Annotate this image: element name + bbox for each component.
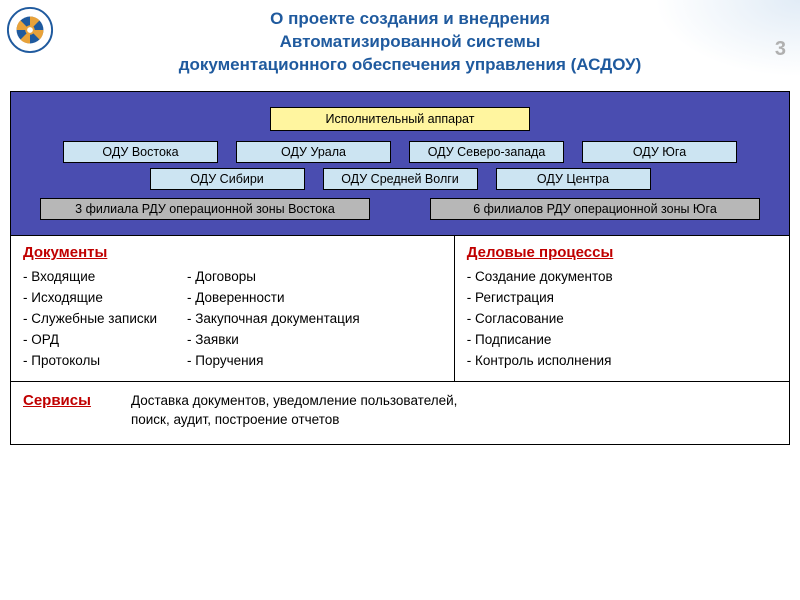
services-line: поиск, аудит, построение отчетов bbox=[131, 411, 458, 430]
documents-title: Документы bbox=[23, 244, 442, 261]
odu-box: ОДУ Средней Волги bbox=[323, 168, 478, 190]
odu-box: ОДУ Юга bbox=[582, 141, 737, 163]
header: О проекте создания и внедрения Автоматиз… bbox=[0, 0, 800, 91]
list-item: - Подписание bbox=[467, 330, 777, 351]
list-item: - Входящие bbox=[23, 267, 173, 288]
services-body: Доставка документов, уведомление пользов… bbox=[131, 392, 458, 430]
list-item: - Служебные записки bbox=[23, 309, 173, 330]
page-title: О проекте создания и внедрения Автоматиз… bbox=[60, 8, 760, 77]
diagram-row-2: ОДУ Сибири ОДУ Средней Волги ОДУ Центра bbox=[25, 168, 775, 190]
list-item: - Исходящие bbox=[23, 288, 173, 309]
list-item: - Создание документов bbox=[467, 267, 777, 288]
list-item: - Доверенности bbox=[187, 288, 360, 309]
list-item: - Договоры bbox=[187, 267, 360, 288]
list-item: - Согласование bbox=[467, 309, 777, 330]
documents-column: Документы - Входящие - Исходящие - Служе… bbox=[11, 236, 455, 382]
odu-box: ОДУ Северо-запада bbox=[409, 141, 564, 163]
diagram-row-filials: 3 филиала РДУ операционной зоны Востока … bbox=[25, 198, 775, 220]
list-item: - Поручения bbox=[187, 351, 360, 372]
services-block: Сервисы Доставка документов, уведомление… bbox=[10, 382, 790, 445]
list-item: - Заявки bbox=[187, 330, 360, 351]
documents-col1: - Входящие - Исходящие - Служебные запис… bbox=[23, 267, 173, 372]
list-item: - ОРД bbox=[23, 330, 173, 351]
list-item: - Закупочная документация bbox=[187, 309, 360, 330]
documents-list: - Входящие - Исходящие - Служебные запис… bbox=[23, 267, 442, 372]
list-item: - Регистрация bbox=[467, 288, 777, 309]
org-diagram: Исполнительный аппарат ОДУ Востока ОДУ У… bbox=[10, 91, 790, 236]
title-line: О проекте создания и внедрения bbox=[60, 8, 760, 31]
odu-box: ОДУ Урала bbox=[236, 141, 391, 163]
processes-column: Деловые процессы - Создание документов -… bbox=[455, 236, 789, 382]
executive-box: Исполнительный аппарат bbox=[270, 107, 530, 131]
odu-box: ОДУ Центра bbox=[496, 168, 651, 190]
services-title: Сервисы bbox=[23, 392, 91, 409]
diagram-row-executive: Исполнительный аппарат bbox=[25, 107, 775, 131]
content-block: Документы - Входящие - Исходящие - Служе… bbox=[10, 236, 790, 383]
title-line: Автоматизированной системы bbox=[60, 31, 760, 54]
processes-list: - Создание документов - Регистрация - Со… bbox=[467, 267, 777, 372]
list-item: - Протоколы bbox=[23, 351, 173, 372]
logo-icon bbox=[6, 6, 54, 54]
filial-box: 3 филиала РДУ операционной зоны Востока bbox=[40, 198, 370, 220]
processes-title: Деловые процессы bbox=[467, 244, 777, 261]
odu-box: ОДУ Сибири bbox=[150, 168, 305, 190]
documents-col2: - Договоры - Доверенности - Закупочная д… bbox=[187, 267, 360, 372]
services-line: Доставка документов, уведомление пользов… bbox=[131, 392, 458, 411]
filial-box: 6 филиалов РДУ операционной зоны Юга bbox=[430, 198, 760, 220]
diagram-row-1: ОДУ Востока ОДУ Урала ОДУ Северо-запада … bbox=[25, 141, 775, 163]
page-number: 3 bbox=[775, 38, 786, 61]
odu-box: ОДУ Востока bbox=[63, 141, 218, 163]
list-item: - Контроль исполнения bbox=[467, 351, 777, 372]
title-line: документационного обеспечения управления… bbox=[60, 54, 760, 77]
